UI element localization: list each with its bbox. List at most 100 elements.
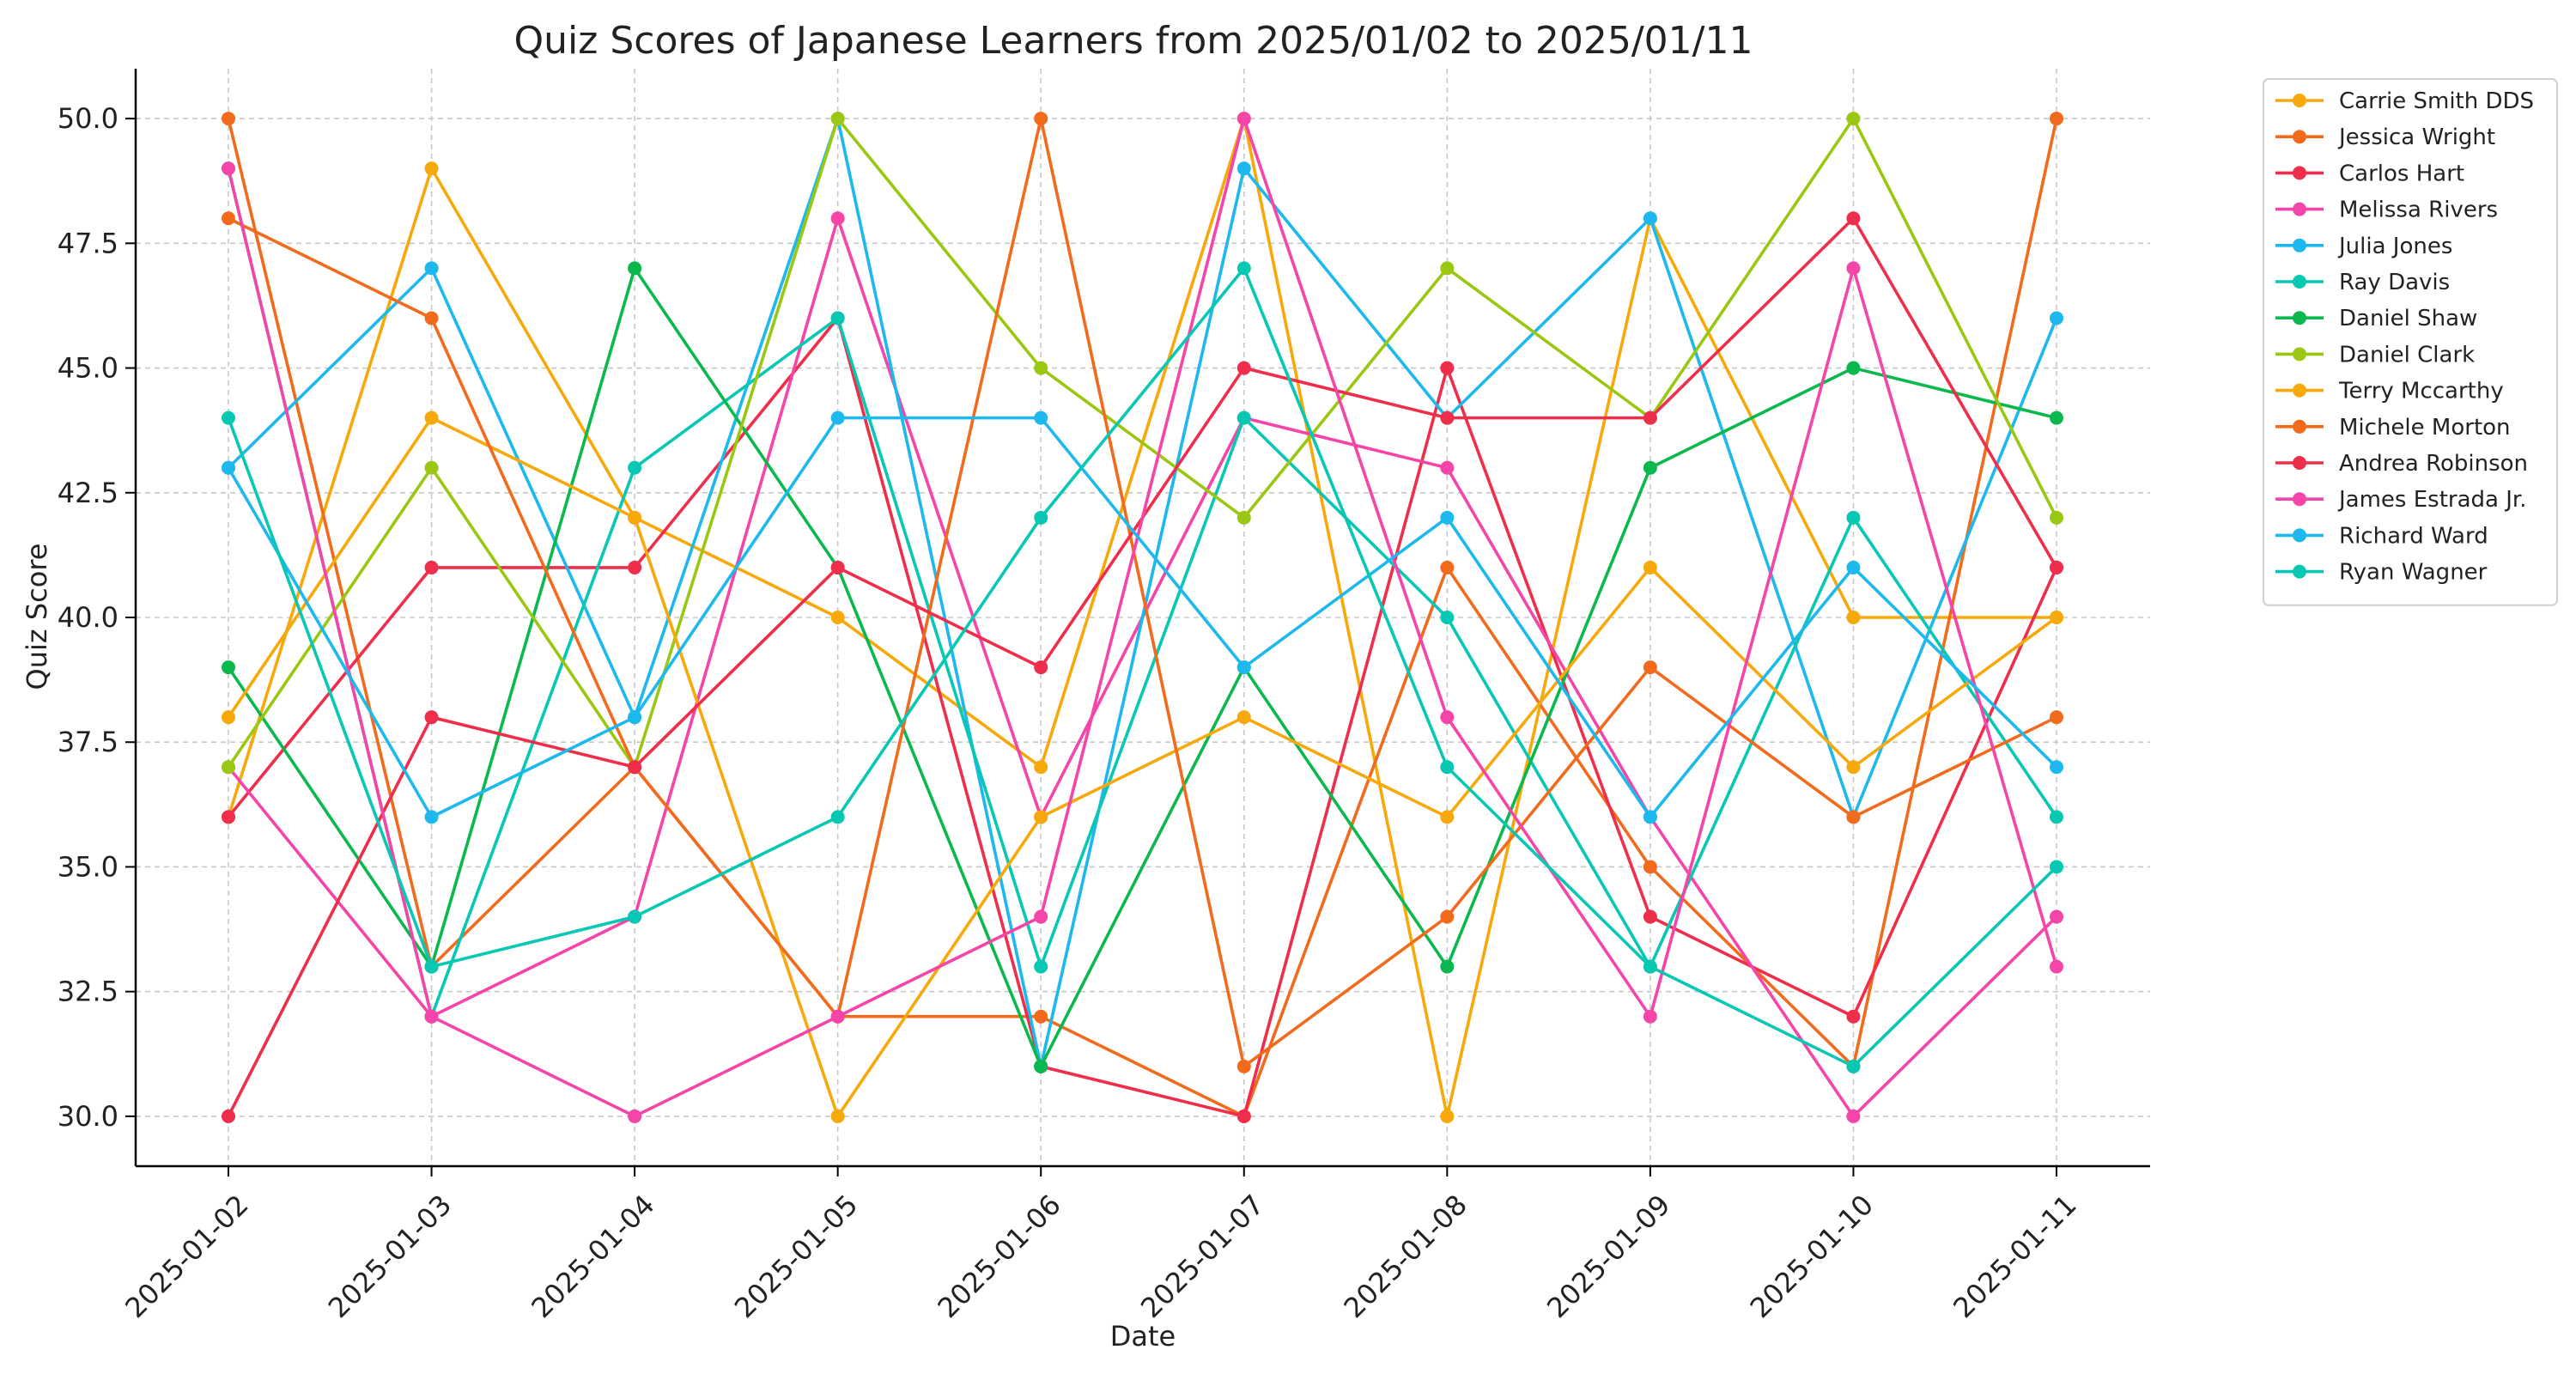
series-michele-morton — [222, 112, 2063, 1073]
data-point — [628, 510, 642, 525]
data-point — [1440, 760, 1455, 775]
legend-item: Melissa Rivers — [2275, 198, 2498, 223]
legend-label: Carlos Hart — [2339, 161, 2464, 186]
data-point — [1846, 361, 1861, 375]
legend-swatch-marker — [2293, 130, 2306, 144]
data-point — [1440, 460, 1455, 475]
data-point — [1846, 261, 1861, 276]
data-point — [830, 311, 845, 325]
legend-swatch-marker — [2293, 456, 2306, 470]
data-point — [1846, 510, 1861, 525]
x-tick-label: 2025-01-04 — [525, 1189, 660, 1324]
data-point — [1643, 560, 1657, 575]
data-point — [1846, 611, 1861, 624]
data-point — [2050, 311, 2063, 325]
data-point — [1034, 1009, 1048, 1024]
data-point — [1034, 510, 1048, 525]
legend-item: Terry Mccarthy — [2275, 379, 2504, 404]
y-axis-label: Quiz Score — [21, 544, 53, 690]
legend-item: Ryan Wagner — [2275, 560, 2488, 586]
data-point — [1440, 1109, 1455, 1123]
data-point — [1440, 909, 1455, 924]
data-point — [222, 760, 235, 775]
series-line — [227, 416, 2058, 819]
legend-item: Jessica Wright — [2275, 125, 2495, 150]
data-point — [1034, 660, 1048, 675]
legend-item: Michele Morton — [2275, 415, 2511, 441]
y-tick-labels: 30.0 32.5 35.0 37.5 40.0 42.5 45.0 47.5 50.0 — [58, 102, 118, 1133]
legend-label: Daniel Clark — [2339, 342, 2475, 368]
data-point — [830, 410, 845, 425]
legend-label: Ryan Wagner — [2339, 560, 2488, 586]
series-line — [227, 117, 2058, 1068]
data-point — [222, 660, 235, 675]
data-point — [1846, 1009, 1861, 1024]
data-point — [1440, 560, 1455, 575]
data-point — [1034, 760, 1048, 775]
data-point — [2050, 860, 2063, 874]
data-point — [1236, 112, 1251, 126]
legend-swatch-marker — [2293, 166, 2306, 180]
legend-swatch-marker — [2293, 419, 2306, 434]
data-point — [1034, 959, 1048, 974]
x-tick-label: 2025-01-02 — [118, 1189, 254, 1324]
legend-swatch-marker — [2293, 202, 2306, 216]
data-point — [222, 161, 235, 176]
legend-swatch-marker — [2293, 238, 2306, 252]
data-point — [1236, 660, 1251, 675]
data-point — [2050, 510, 2063, 525]
data-point — [1236, 510, 1251, 525]
series-line — [227, 117, 2058, 769]
legend-item: Richard Ward — [2275, 523, 2488, 549]
legend-label: Ray Davis — [2339, 270, 2450, 295]
data-point — [2050, 760, 2063, 775]
data-point — [1846, 211, 1861, 226]
data-point — [2050, 410, 2063, 425]
data-point — [424, 311, 439, 325]
data-point — [1440, 510, 1455, 525]
y-tick-label: 50.0 — [58, 102, 118, 135]
legend-item: Ray Davis — [2275, 270, 2450, 295]
data-point — [2050, 909, 2063, 924]
data-point — [830, 1109, 845, 1123]
data-point — [830, 560, 845, 575]
legend-item: Julia Jones — [2275, 234, 2452, 259]
data-point — [424, 810, 439, 824]
legend-frame — [2263, 78, 2558, 606]
data-point — [1643, 1009, 1657, 1024]
data-point — [2050, 710, 2063, 725]
data-point — [1236, 1109, 1251, 1123]
data-point — [1643, 860, 1657, 874]
data-point — [222, 410, 235, 425]
series-line — [227, 266, 2058, 1068]
data-point — [424, 161, 439, 176]
series-layer — [222, 112, 2063, 1123]
data-point — [1034, 1059, 1048, 1073]
data-point — [222, 1109, 235, 1123]
chart-title: Quiz Scores of Japanese Learners from 20… — [514, 19, 1753, 63]
data-point — [1440, 261, 1455, 276]
legend-label: Julia Jones — [2337, 234, 2452, 259]
legend-swatch-marker — [2293, 383, 2306, 398]
data-point — [628, 710, 642, 725]
data-point — [1643, 810, 1657, 824]
data-point — [830, 112, 845, 126]
legend-label: Carrie Smith DDS — [2339, 88, 2534, 114]
series-terry-mccarthy — [222, 410, 2063, 1123]
data-point — [222, 710, 235, 725]
data-point — [424, 1009, 439, 1024]
y-tick-label: 40.0 — [58, 601, 118, 634]
data-point — [1440, 710, 1455, 725]
data-point — [628, 760, 642, 775]
data-point — [1846, 560, 1861, 575]
legend-swatch-marker — [2293, 347, 2306, 362]
x-tick-label: 2025-01-07 — [1134, 1189, 1270, 1324]
y-tick-label: 30.0 — [58, 1100, 118, 1133]
data-point — [222, 810, 235, 824]
legend-label: Richard Ward — [2339, 523, 2488, 549]
data-point — [1034, 410, 1048, 425]
data-point — [1236, 361, 1251, 375]
legend-swatch-marker — [2293, 564, 2306, 579]
data-point — [1440, 810, 1455, 824]
